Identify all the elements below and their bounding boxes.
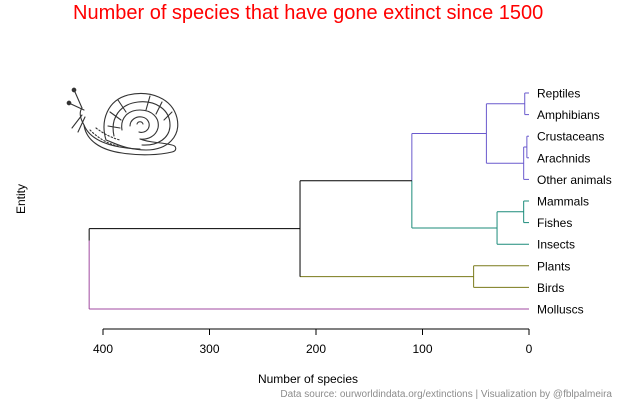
dendrogram-branches <box>88 92 529 310</box>
x-tick-label-0: 0 <box>526 342 533 356</box>
x-axis: 400 300 200 100 0 <box>93 328 533 356</box>
x-tick-label-300: 300 <box>199 342 219 356</box>
snail-icon <box>66 87 179 156</box>
leaf-label-crustaceans: Crustaceans <box>537 130 604 144</box>
leaf-label-arachnids: Arachnids <box>537 151 590 165</box>
data-source-caption: Data source: ourworldindata.org/extincti… <box>280 389 612 400</box>
leaf-label-amphibians: Amphibians <box>537 108 600 122</box>
x-tick-label-200: 200 <box>306 342 326 356</box>
leaf-label-other-animals: Other animals <box>537 173 612 187</box>
x-axis-label: Number of species <box>258 372 358 386</box>
leaf-label-insects: Insects <box>537 238 575 252</box>
y-axis-label: Entity <box>14 184 28 214</box>
leaf-label-mammals: Mammals <box>537 195 589 209</box>
leaf-label-fishes: Fishes <box>537 216 572 230</box>
leaf-labels: Reptiles Amphibians Crustaceans Arachnids Ot… <box>537 87 612 317</box>
leaf-label-molluscs: Molluscs <box>537 303 584 317</box>
leaf-label-reptiles: Reptiles <box>537 87 580 101</box>
chart-title: Number of species that have gone extinct… <box>73 2 544 24</box>
leaf-label-birds: Birds <box>537 281 564 295</box>
x-tick-label-400: 400 <box>93 342 113 356</box>
leaf-label-plants: Plants <box>537 259 570 273</box>
x-tick-label-100: 100 <box>412 342 432 356</box>
